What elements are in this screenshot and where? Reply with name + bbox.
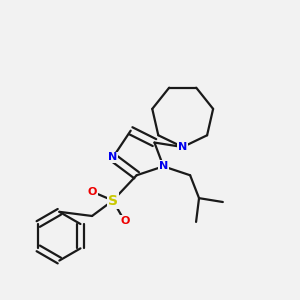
Text: N: N [159,161,168,171]
Text: O: O [87,187,97,196]
Text: S: S [108,194,118,208]
Text: N: N [108,152,118,162]
Text: N: N [178,142,187,152]
Text: O: O [120,216,129,226]
